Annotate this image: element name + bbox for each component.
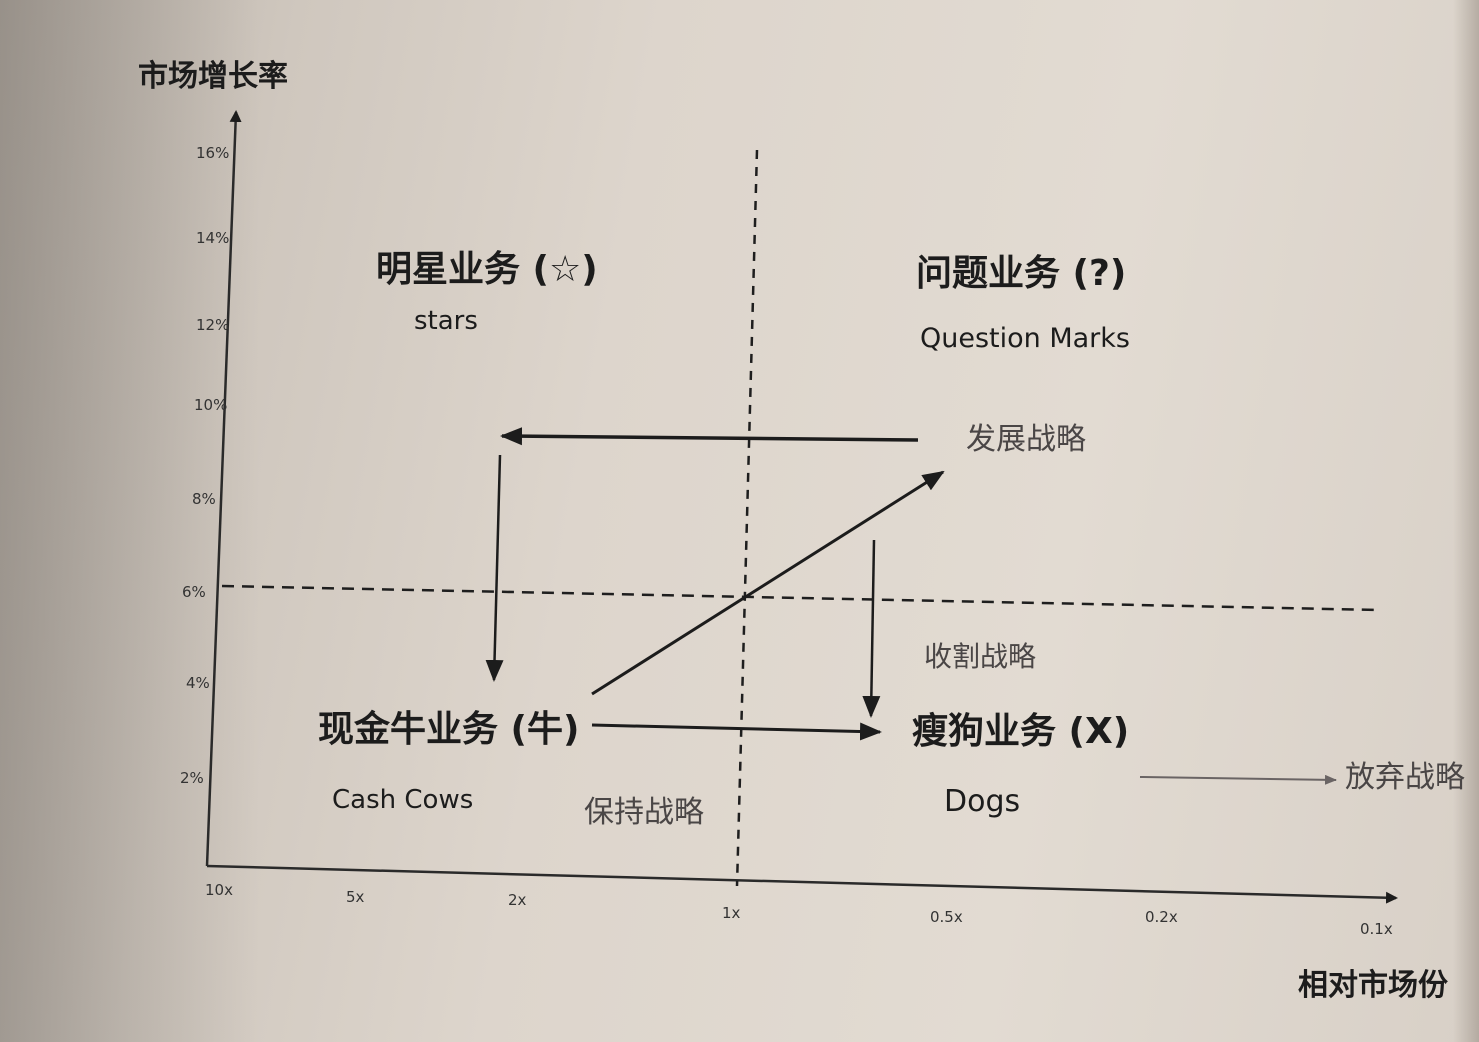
x-tick-0.5x: 0.5x [930, 908, 963, 926]
x-tick-5x: 5x [346, 888, 365, 906]
hold-arrow [591, 722, 882, 741]
cash-cows-label-en: Cash Cows [332, 785, 473, 815]
develop-strategy-label: 发展战略 [966, 422, 1086, 457]
abandon-arrow [1139, 774, 1337, 785]
question-marks-label-en: Question Marks [920, 323, 1130, 354]
y-tick-6: 6% [182, 583, 206, 601]
page-shadow [0, 0, 260, 1042]
horizontal-divider [221, 584, 1379, 612]
y-tick-12: 12% [196, 316, 229, 334]
cash-cows-label-cn: 现金牛业务 (牛) [318, 708, 579, 750]
stars-label-en: stars [414, 306, 478, 336]
develop-arrow [500, 427, 919, 446]
x-tick-10x: 10x [205, 881, 233, 899]
x-axis-label: 相对市场份 [1298, 968, 1448, 1003]
harvest-arrow [862, 539, 881, 718]
vertical-divider [735, 149, 759, 887]
x-axis [206, 864, 1398, 904]
stars-to-cash-cows-arrow [485, 454, 504, 682]
dogs-label-cn: 瘦狗业务 (X) [912, 711, 1129, 752]
abandon-strategy-label: 放弃战略 [1345, 760, 1465, 795]
y-tick-16: 16% [196, 144, 229, 162]
x-tick-0.1x: 0.1x [1360, 920, 1393, 938]
x-tick-1x: 1x [722, 904, 741, 922]
y-tick-8: 8% [192, 490, 216, 508]
y-axis-label: 市场增长率 [138, 59, 288, 94]
x-tick-2x: 2x [508, 891, 527, 909]
y-tick-14: 14% [196, 229, 229, 247]
page-edge [1453, 0, 1479, 1042]
x-tick-0.2x: 0.2x [1145, 908, 1178, 926]
stars-label-cn: 明星业务 (☆) [376, 249, 598, 290]
dogs-label-en: Dogs [944, 784, 1020, 819]
y-tick-4: 4% [186, 674, 210, 692]
question-marks-label-cn: 问题业务 (?) [916, 253, 1126, 294]
y-axis [205, 110, 242, 867]
cash-cows-to-question-marks-arrow [591, 470, 945, 696]
y-tick-2: 2% [180, 769, 204, 787]
harvest-strategy-label: 收割战略 [924, 640, 1036, 673]
hold-strategy-label: 保持战略 [584, 795, 704, 830]
y-tick-10: 10% [194, 396, 227, 414]
